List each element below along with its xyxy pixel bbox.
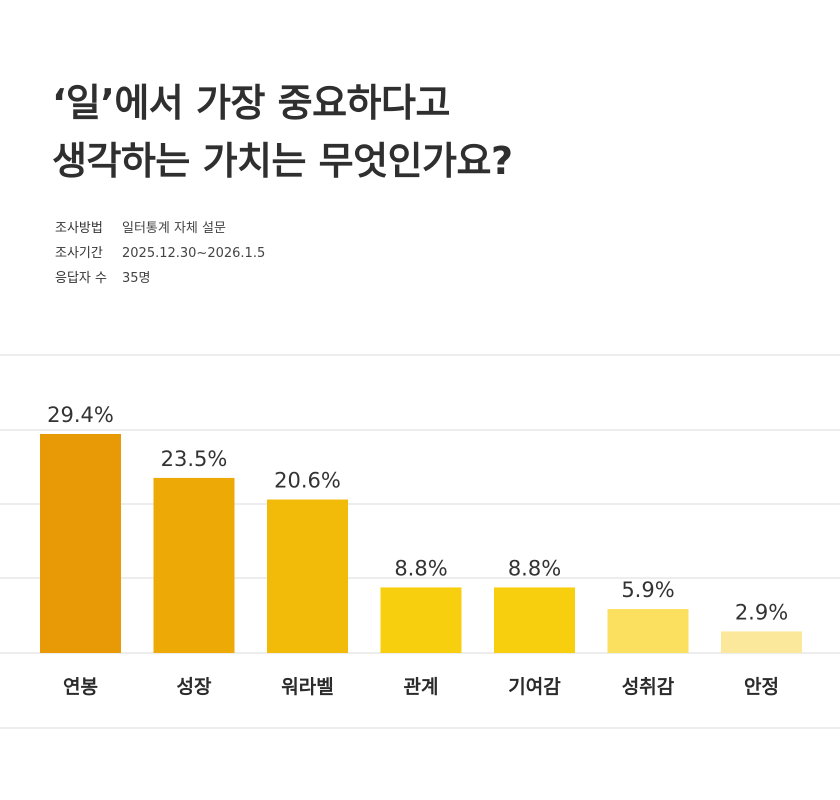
survey-method-label: 조사방법 — [55, 221, 103, 236]
bar — [607, 609, 689, 653]
survey-method-row: 조사방법 일터통계 자체 설문 — [55, 216, 265, 241]
category-label: 관계 — [404, 676, 439, 698]
bar-value-label: 8.8% — [508, 556, 561, 580]
bar-value-label: 5.9% — [621, 578, 674, 602]
chart-title: ‘일’에서 가장 중요하다고 생각하는 가치는 무엇인가요? — [52, 74, 513, 190]
title-line-1: ‘일’에서 가장 중요하다고 — [52, 81, 450, 125]
bar — [494, 587, 575, 653]
survey-period-label: 조사기간 — [55, 246, 103, 261]
bar-value-label: 2.9% — [735, 600, 788, 624]
category-label: 연봉 — [63, 676, 98, 698]
bar — [153, 477, 235, 653]
bar — [40, 433, 121, 653]
category-label: 기여감 — [508, 676, 561, 698]
bar-value-label: 8.8% — [394, 556, 447, 580]
respondents-value: 35명 — [122, 271, 151, 286]
bars — [40, 433, 802, 653]
bar-value-label: 20.6% — [274, 469, 341, 493]
category-label: 안정 — [744, 676, 779, 698]
category-label: 워라벨 — [281, 676, 333, 698]
category-label: 성장 — [177, 676, 212, 698]
bar — [380, 587, 462, 653]
survey-info: 조사방법 일터통계 자체 설문 조사기간 2025.12.30~2026.1.5… — [55, 216, 265, 291]
respondents-row: 응답자 수 35명 — [55, 266, 265, 291]
bar-chart: 29.4% 23.5% 20.6% 8.8% 8.8% 5.9% 2.9% 연봉 성장 워라벨 관… — [0, 354, 840, 729]
category-labels: 연봉 성장 워라벨 관계 기여감 성취감 안정 — [63, 676, 779, 698]
survey-period-row: 조사기간 2025.12.30~2026.1.5 — [55, 241, 265, 266]
respondents-label: 응답자 수 — [55, 271, 107, 286]
category-label: 성취감 — [622, 676, 675, 698]
survey-method-value: 일터통계 자체 설문 — [122, 221, 226, 236]
bar-value-label: 29.4% — [47, 403, 114, 427]
gridlines — [0, 354, 840, 729]
bar — [721, 631, 802, 653]
survey-period-value: 2025.12.30~2026.1.5 — [122, 246, 266, 261]
bar-value-label: 23.5% — [161, 447, 228, 471]
title-line-2: 생각하는 가치는 무엇인가요? — [52, 139, 513, 183]
bar — [267, 499, 348, 653]
value-labels: 29.4% 23.5% 20.6% 8.8% 8.8% 5.9% 2.9% — [47, 403, 788, 624]
